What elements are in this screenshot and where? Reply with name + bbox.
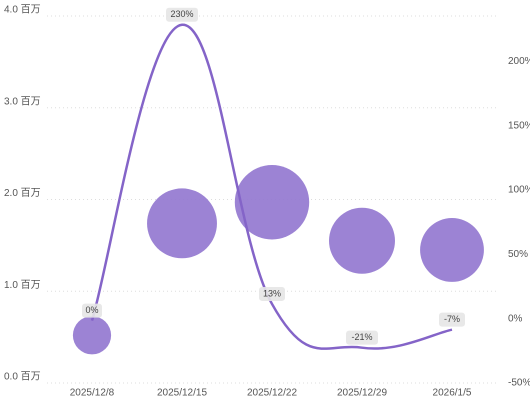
y2-tick-label: 150% [508,120,530,131]
data-label-text: -7% [444,314,460,324]
y2-tick-label: 50% [508,249,528,260]
y2-tick-label: 200% [508,56,530,67]
y2-tick-label: -50% [508,378,530,389]
data-label-box [439,312,465,327]
x-tick-label: 2025/12/15 [157,388,207,399]
data-label-box [346,330,378,345]
line [90,23,453,350]
y2-tick-label: 0% [508,313,523,324]
data-label-text: 230% [170,9,193,19]
data-label-box [82,303,102,318]
data-label-box [259,286,285,301]
y2-tick-label: 100% [508,185,530,196]
x-tick-label: 2026/1/5 [433,388,472,399]
x-tick-label: 2025/12/22 [247,388,297,399]
x-tick-label: 2025/12/8 [70,388,115,399]
data-label-text: -21% [351,332,372,342]
data-label: 0% [82,303,102,318]
y-tick-label: 0.0 百万 [4,371,41,383]
data-label: -21% [346,330,378,345]
data-label: 13% [259,286,285,301]
bubble [72,316,112,355]
y-tick-label: 4.0 百万 [4,4,41,16]
data-label: -7% [439,312,465,327]
y-tick-label: 3.0 百万 [4,95,41,107]
y2-tick-label: 250% [508,0,530,3]
bubble [329,207,395,274]
data-label-text: 0% [85,305,98,315]
y-tick-label: 1.0 百万 [4,279,41,291]
y-tick-label: 2.0 百万 [4,187,41,199]
data-label-text: 13% [263,288,281,298]
bubble [234,165,310,240]
data-label-box [166,7,198,22]
data-label: 230% [166,7,198,22]
bubble [147,188,217,259]
x-tick-label: 2025/12/29 [337,388,387,399]
bubble [420,218,484,282]
